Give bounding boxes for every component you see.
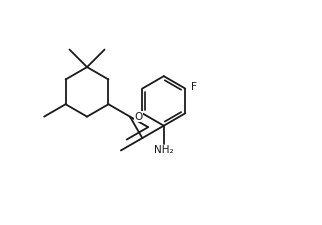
Text: NH₂: NH₂	[154, 146, 174, 155]
Text: F: F	[191, 82, 197, 92]
Text: O: O	[134, 112, 143, 122]
